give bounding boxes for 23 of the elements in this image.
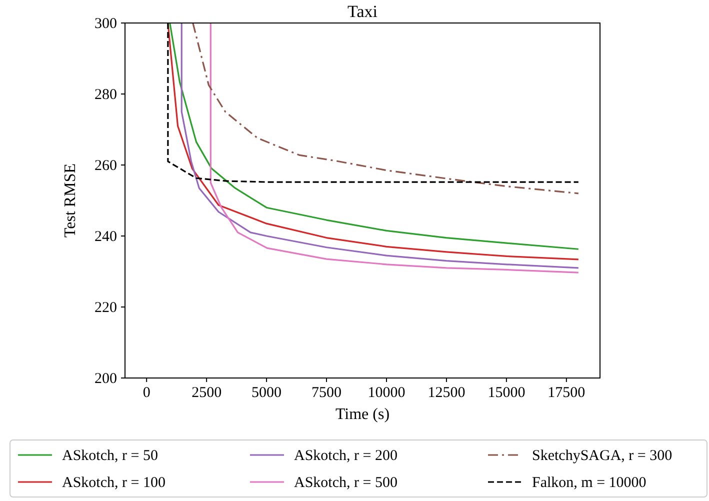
x-tick-label: 15000 — [488, 385, 526, 401]
y-tick-label: 200 — [94, 371, 117, 387]
y-axis-title: Test RMSE — [62, 164, 79, 238]
x-axis-title: Time (s) — [335, 406, 390, 423]
x-tick-label: 0 — [142, 385, 150, 401]
legend-label: SketchySAGA, r = 300 — [532, 448, 672, 464]
x-tick-label: 2500 — [192, 385, 222, 401]
y-tick-label: 240 — [94, 229, 117, 245]
x-tick-label: 5000 — [252, 385, 282, 401]
chart-title: Taxi — [348, 2, 378, 21]
y-tick-label: 220 — [94, 300, 117, 316]
legend-label: ASkotch, r = 50 — [62, 448, 158, 464]
y-tick-label: 260 — [94, 158, 117, 174]
y-tick-label: 300 — [94, 16, 117, 32]
x-tick-label: 12500 — [428, 385, 466, 401]
x-tick-label: 10000 — [368, 385, 406, 401]
x-tick-label: 17500 — [548, 385, 586, 401]
legend-label: Falkon, m = 10000 — [532, 475, 646, 491]
legend-label: ASkotch, r = 100 — [62, 475, 166, 491]
legend-label: ASkotch, r = 500 — [294, 475, 398, 491]
x-tick-label: 7500 — [312, 385, 342, 401]
y-tick-label: 280 — [94, 87, 117, 103]
legend-label: ASkotch, r = 200 — [294, 448, 398, 464]
